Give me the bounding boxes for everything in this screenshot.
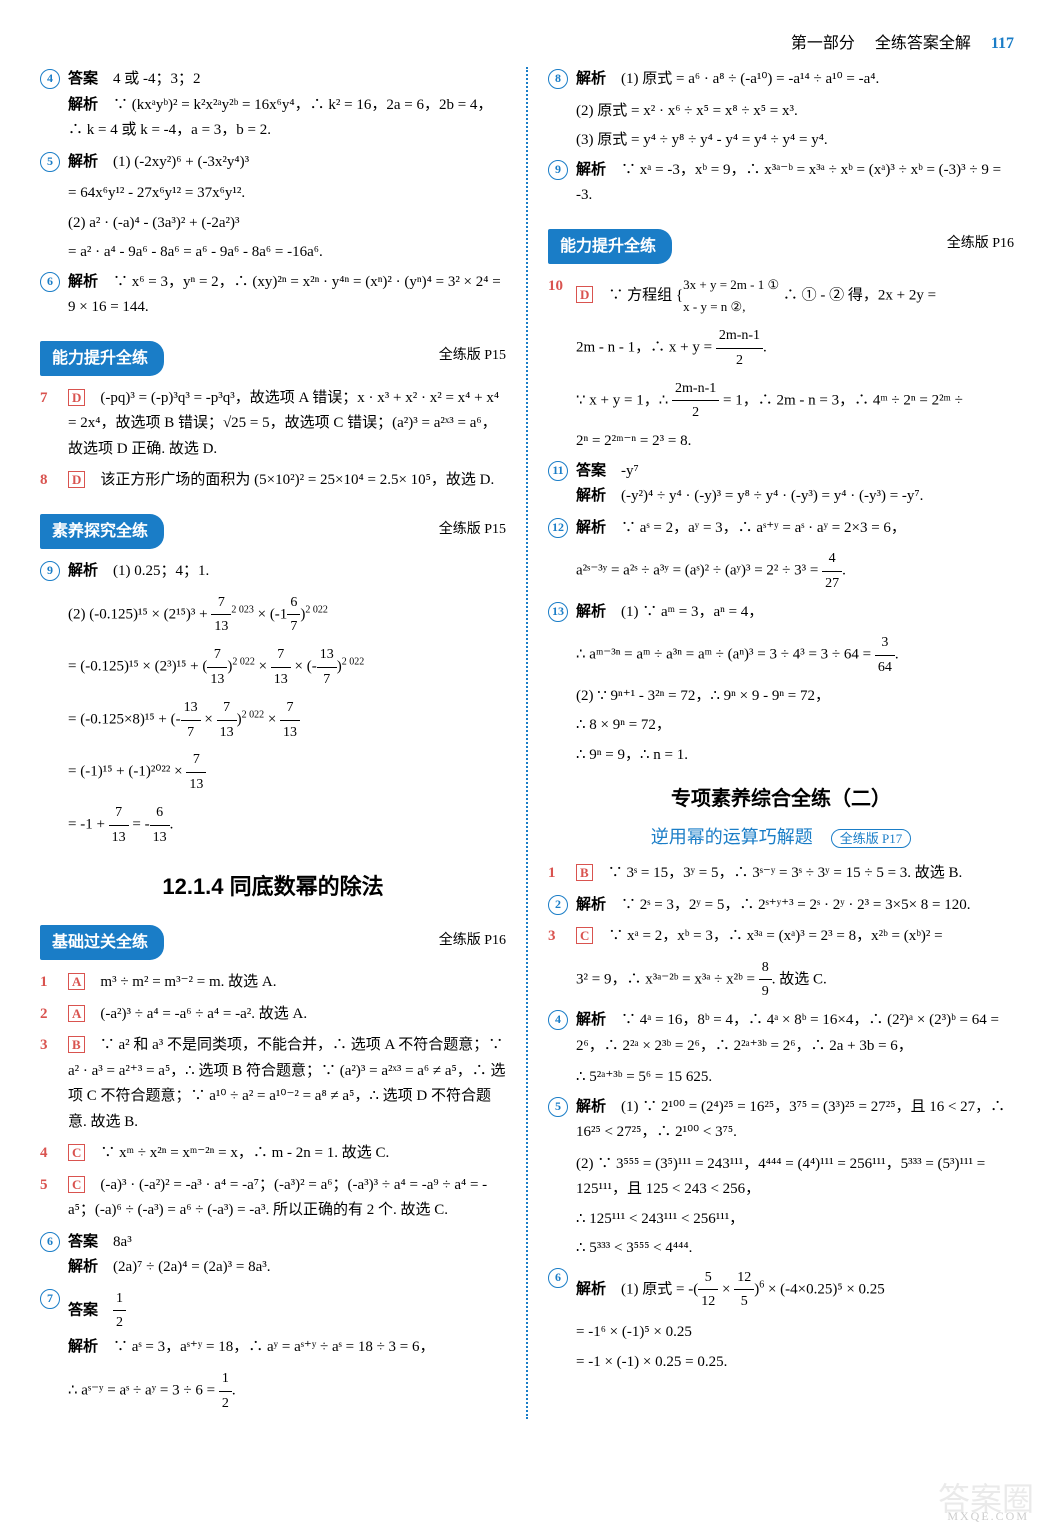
b6: 6 答案 8a³ 解析 (2a)⁷ ÷ (2a)⁴ = (2a)³ = 8a³.: [40, 1230, 506, 1281]
q-num-c2: 2: [548, 895, 568, 915]
header-title: 全练答案全解: [875, 35, 971, 52]
badge-basic: 基础过关全练: [40, 925, 164, 960]
q4: 4 答案 4 或 -4；3；2 解析 ∵ (kxᵃyᵇ)² = k²x²ᵃy²ᵇ…: [40, 67, 506, 144]
b1: 1A m³ ÷ m² = m³⁻² = m. 故选 A.: [40, 970, 506, 996]
q-num-r13: 13: [548, 602, 568, 622]
r-q10: 10 D ∵ 方程组 {3x + y = 2m - 1 ①x - y = n ②…: [548, 274, 1014, 318]
b4: 4C ∵ xᵐ ÷ x²ⁿ = xᵐ⁻²ⁿ = x，∴ m - 2n = 1. …: [40, 1141, 506, 1167]
q-num-9: 9: [40, 561, 60, 581]
section-ability-r: 能力提升全练 全练版 P16: [548, 219, 1014, 270]
content-columns: 4 答案 4 或 -4；3；2 解析 ∵ (kxᵃyᵇ)² = k²x²ᵃy²ᵇ…: [40, 67, 1014, 1419]
special-subtitle: 逆用幂的运算巧解题 全练版 P17: [548, 822, 1014, 853]
q6: 6 解析 ∵ x⁶ = 3，yⁿ = 2，∴ (xy)²ⁿ = x²ⁿ · y⁴…: [40, 270, 506, 321]
part-label: 第一部分: [791, 35, 855, 52]
q-num-b7: 7: [40, 1289, 60, 1309]
b7: 7 答案 12 解析 ∵ aˢ = 3，aˢ⁺ʸ = 18，∴ aʸ = aˢ⁺…: [40, 1287, 506, 1361]
r-q12: 12 解析 ∵ aˢ = 2，aʸ = 3，∴ aˢ⁺ʸ = aˢ · aʸ =…: [548, 516, 1014, 542]
q-num-6: 6: [40, 272, 60, 292]
b3: 3B ∵ a² 和 a³ 不是同类项，不能合并，∴ 选项 A 不符合题意；∵ a…: [40, 1033, 506, 1135]
q8-left: 8 D 该正方形广场的面积为 (5×10²)² = 25×10⁴ = 2.5× …: [40, 468, 506, 494]
page-header: 第一部分 全练答案全解 117: [40, 30, 1014, 57]
q-num-4: 4: [40, 69, 60, 89]
section-ability: 能力提升全练 全练版 P15: [40, 331, 506, 382]
c4: 4 解析 ∵ 4ᵃ = 16，8ᵇ = 4，∴ 4ᵃ × 8ᵇ = 16×4，∴…: [548, 1008, 1014, 1059]
badge-ability: 能力提升全练: [40, 341, 164, 376]
column-divider: [526, 67, 528, 1419]
q-num-r11: 11: [548, 461, 568, 481]
r-q13: 13 解析 (1) ∵ aᵐ = 3，aⁿ = 4，: [548, 600, 1014, 626]
section-basic: 基础过关全练 全练版 P16: [40, 915, 506, 966]
page-number: 117: [991, 35, 1014, 52]
b2: 2A (-a²)³ ÷ a⁴ = -a⁶ ÷ a⁴ = -a². 故选 A.: [40, 1002, 506, 1028]
q7: 7 D (-pq)³ = (-p)³q³ = -p³q³，故选项 A 错误；x …: [40, 386, 506, 463]
left-column: 4 答案 4 或 -4；3；2 解析 ∵ (kxᵃyᵇ)² = k²x²ᵃy²ᵇ…: [40, 67, 506, 1419]
badge-ability-r: 能力提升全练: [548, 229, 672, 264]
special-title: 专项素养综合全练（二）: [548, 782, 1014, 816]
q-num-b6: 6: [40, 1232, 60, 1252]
watermark-sub: MXQE.COM: [947, 1506, 1029, 1526]
c6: 6 解析 (1) 原式 = -(512 × 125)6 × (-4×0.25)⁵…: [548, 1266, 1014, 1315]
c5: 5 解析 (1) ∵ 2¹⁰⁰ = (2⁴)²⁵ = 16²⁵，3⁷⁵ = (3…: [548, 1095, 1014, 1146]
q5: 5 解析 (1) (-2xy²)⁶ + (-3x²y⁴)³: [40, 150, 506, 176]
c3: 3 C ∵ xᵃ = 2，xᵇ = 3，∴ x³ᵃ = (xᵃ)³ = 2³ =…: [548, 924, 1014, 950]
q9-left: 9 解析 (1) 0.25；4；1.: [40, 559, 506, 585]
q-num-5: 5: [40, 152, 60, 172]
section-title-1214: 12.1.4 同底数幂的除法: [40, 868, 506, 905]
q-num-c6: 6: [548, 1268, 568, 1288]
r-q11: 11 答案 -y⁷ 解析 (-y²)⁴ ÷ y⁴ · (-y)³ = y⁸ ÷ …: [548, 459, 1014, 510]
r-q9: 9 解析 ∵ xᵃ = -3，xᵇ = 9，∴ x³ᵃ⁻ᵇ = x³ᵃ ÷ xᵇ…: [548, 158, 1014, 209]
q-num-r8: 8: [548, 69, 568, 89]
q-num-c4: 4: [548, 1010, 568, 1030]
b5: 5C (-a)³ · (-a²)² = -a³ · a⁴ = -a⁷；(-a³)…: [40, 1173, 506, 1224]
c1: 1B ∵ 3ˢ = 15，3ʸ = 5，∴ 3ˢ⁻ʸ = 3ˢ ÷ 3ʸ = 1…: [548, 861, 1014, 887]
q-num-r12: 12: [548, 518, 568, 538]
right-column: 8 解析 (1) 原式 = a⁶ · a⁸ ÷ (-a¹⁰) = -a¹⁴ ÷ …: [548, 67, 1014, 1419]
q-num-r9: 9: [548, 160, 568, 180]
c2: 2 解析 ∵ 2ˢ = 3，2ʸ = 5，∴ 2ˢ⁺ʸ⁺³ = 2ˢ · 2ʸ …: [548, 893, 1014, 919]
q-num-c5: 5: [548, 1097, 568, 1117]
r-q8: 8 解析 (1) 原式 = a⁶ · a⁸ ÷ (-a¹⁰) = -a¹⁴ ÷ …: [548, 67, 1014, 93]
section-explore: 素养探究全练 全练版 P15: [40, 504, 506, 555]
badge-explore: 素养探究全练: [40, 514, 164, 549]
